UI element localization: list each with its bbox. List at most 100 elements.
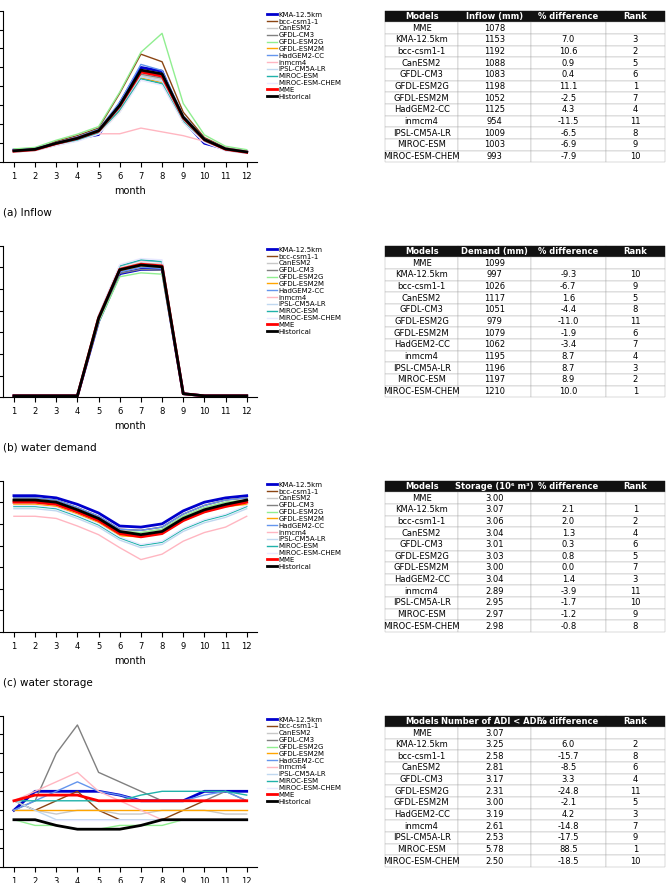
- Bar: [606, 516, 665, 527]
- Bar: [385, 127, 458, 139]
- Text: -18.5: -18.5: [558, 857, 579, 865]
- Text: 6: 6: [633, 540, 638, 549]
- Text: 2.50: 2.50: [485, 857, 504, 865]
- Text: 3.04: 3.04: [485, 529, 504, 538]
- Bar: [530, 774, 606, 786]
- Text: 0.4: 0.4: [562, 71, 575, 79]
- Text: 1: 1: [633, 505, 638, 514]
- Bar: [385, 315, 458, 328]
- Text: 8.7: 8.7: [562, 364, 575, 373]
- Bar: [530, 80, 606, 92]
- Text: 1099: 1099: [484, 259, 505, 268]
- Text: KMA-12.5km: KMA-12.5km: [395, 35, 448, 44]
- Text: inmcm4: inmcm4: [405, 822, 439, 831]
- Bar: [606, 292, 665, 304]
- Bar: [530, 844, 606, 856]
- Bar: [385, 46, 458, 57]
- Bar: [458, 574, 530, 585]
- Bar: [530, 11, 606, 22]
- Text: 7: 7: [633, 822, 638, 831]
- Bar: [606, 715, 665, 728]
- Text: 2.0: 2.0: [562, 517, 575, 526]
- Text: 5: 5: [633, 58, 638, 68]
- Text: CanESM2: CanESM2: [402, 764, 442, 773]
- Text: 3: 3: [633, 35, 638, 44]
- Bar: [458, 809, 530, 820]
- Bar: [530, 516, 606, 527]
- Bar: [385, 739, 458, 751]
- Bar: [530, 820, 606, 832]
- Bar: [385, 504, 458, 516]
- Bar: [530, 480, 606, 492]
- Text: KMA-12.5km: KMA-12.5km: [395, 505, 448, 514]
- Text: 1.6: 1.6: [562, 293, 575, 303]
- Text: 0.8: 0.8: [562, 552, 575, 561]
- Text: Models: Models: [405, 482, 438, 491]
- Bar: [385, 374, 458, 386]
- Text: 1: 1: [633, 82, 638, 91]
- Bar: [606, 339, 665, 351]
- Text: 3.25: 3.25: [485, 740, 504, 749]
- Text: 8: 8: [633, 751, 638, 761]
- Bar: [530, 562, 606, 574]
- Text: -24.8: -24.8: [558, 787, 579, 796]
- Bar: [385, 351, 458, 362]
- Text: 1026: 1026: [484, 282, 505, 291]
- Bar: [385, 492, 458, 504]
- Text: 3: 3: [633, 810, 638, 819]
- Text: -3.4: -3.4: [560, 340, 576, 349]
- Text: 1153: 1153: [484, 35, 505, 44]
- Text: 7: 7: [633, 563, 638, 572]
- Text: -17.5: -17.5: [558, 834, 579, 842]
- Text: -14.8: -14.8: [558, 822, 579, 831]
- Bar: [458, 127, 530, 139]
- Text: -6.9: -6.9: [560, 140, 576, 149]
- Text: 9: 9: [633, 140, 638, 149]
- Text: (a) Inflow: (a) Inflow: [3, 208, 52, 218]
- Bar: [385, 104, 458, 116]
- Bar: [458, 786, 530, 797]
- Bar: [530, 104, 606, 116]
- Bar: [606, 328, 665, 339]
- Text: GFDL-ESM2M: GFDL-ESM2M: [394, 563, 450, 572]
- Text: 1197: 1197: [484, 375, 505, 384]
- Bar: [385, 11, 458, 22]
- Text: 2.58: 2.58: [485, 751, 504, 761]
- Bar: [458, 386, 530, 397]
- Text: 11: 11: [630, 317, 641, 326]
- Text: 88.5: 88.5: [559, 845, 578, 854]
- Text: 9: 9: [633, 610, 638, 619]
- Bar: [606, 46, 665, 57]
- Text: 6: 6: [633, 71, 638, 79]
- Text: 3.00: 3.00: [485, 494, 504, 502]
- Bar: [606, 608, 665, 621]
- Text: MIROC-ESM: MIROC-ESM: [397, 610, 446, 619]
- Text: Models: Models: [405, 12, 438, 21]
- Bar: [458, 339, 530, 351]
- Text: MIROC-ESM-CHEM: MIROC-ESM-CHEM: [383, 622, 460, 630]
- Text: -15.7: -15.7: [558, 751, 579, 761]
- Bar: [530, 292, 606, 304]
- Text: GFDL-ESM2G: GFDL-ESM2G: [394, 82, 449, 91]
- Bar: [385, 116, 458, 127]
- Bar: [458, 844, 530, 856]
- Text: KMA-12.5km: KMA-12.5km: [395, 740, 448, 749]
- Bar: [530, 608, 606, 621]
- Bar: [606, 574, 665, 585]
- Bar: [385, 386, 458, 397]
- Text: 2.95: 2.95: [485, 599, 504, 608]
- Bar: [458, 292, 530, 304]
- Bar: [458, 34, 530, 46]
- Bar: [530, 116, 606, 127]
- Bar: [458, 585, 530, 597]
- Bar: [385, 328, 458, 339]
- Bar: [606, 245, 665, 257]
- Bar: [530, 34, 606, 46]
- Text: 1192: 1192: [484, 47, 505, 56]
- Text: 2: 2: [633, 47, 638, 56]
- Bar: [385, 550, 458, 562]
- Text: bcc-csm1-1: bcc-csm1-1: [397, 282, 446, 291]
- Text: -8.5: -8.5: [560, 764, 576, 773]
- Bar: [530, 492, 606, 504]
- Bar: [606, 797, 665, 809]
